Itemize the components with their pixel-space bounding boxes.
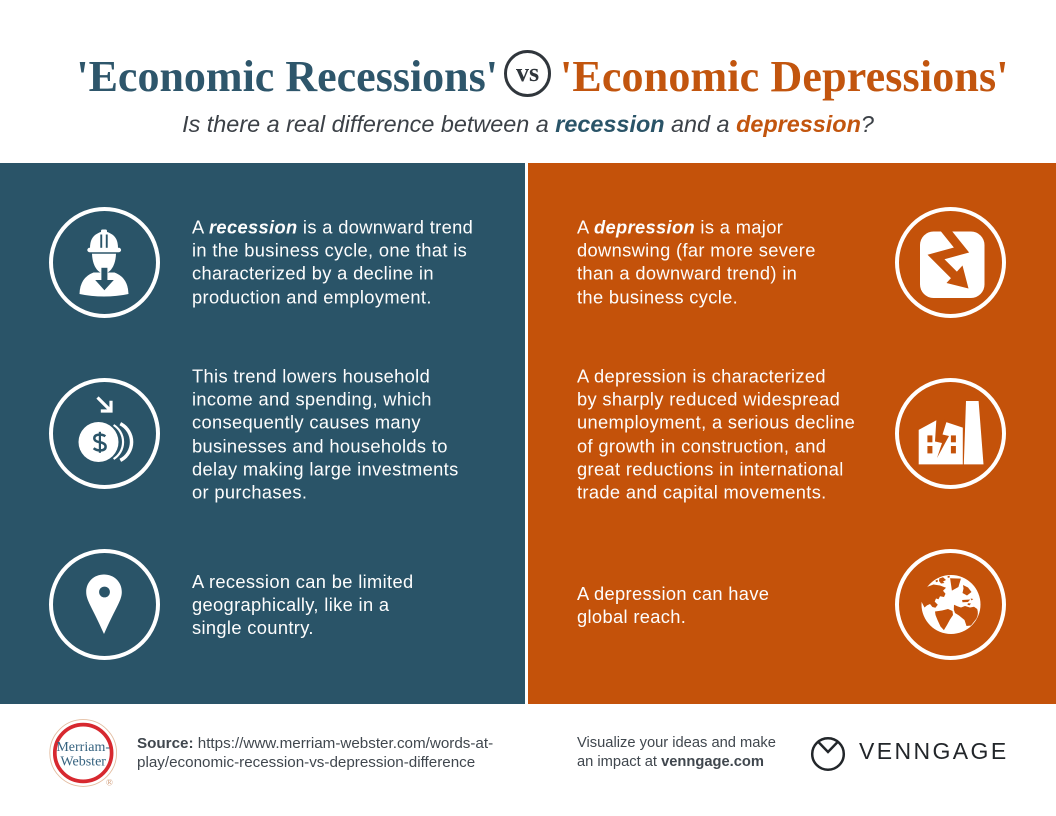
svg-text:®: ® bbox=[106, 778, 113, 788]
svg-text:Merriam-: Merriam- bbox=[56, 740, 110, 755]
svg-text:Webster: Webster bbox=[60, 754, 106, 769]
